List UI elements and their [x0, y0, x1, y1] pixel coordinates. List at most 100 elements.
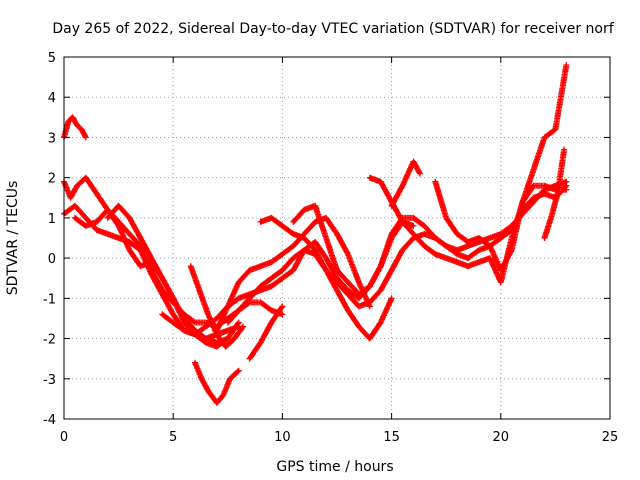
- series-track-12: [257, 214, 395, 342]
- data-point: [238, 281, 240, 283]
- data-point: [314, 241, 316, 243]
- data-point: [456, 233, 458, 235]
- data-point: [183, 317, 185, 320]
- data-point: [216, 333, 218, 336]
- data-point: [118, 205, 120, 207]
- data-point: [445, 245, 447, 247]
- data-point: [325, 217, 327, 219]
- data-point: [227, 337, 229, 340]
- data-point: [325, 237, 327, 239]
- data-point: [532, 197, 535, 199]
- data-point: [85, 217, 87, 219]
- data-point: [249, 297, 251, 299]
- data-point: [161, 277, 163, 279]
- y-tick-label: -3: [43, 373, 56, 388]
- data-point: [150, 273, 152, 275]
- y-tick-label: 0: [48, 252, 56, 267]
- data-point: [500, 237, 502, 239]
- data-point: [563, 148, 565, 151]
- data-point: [216, 402, 218, 404]
- x-tick-label: 10: [274, 430, 291, 445]
- y-tick-label: -4: [43, 413, 56, 428]
- data-point: [259, 265, 262, 267]
- data-point: [336, 233, 338, 235]
- data-point: [128, 233, 131, 235]
- data-point: [565, 185, 567, 187]
- data-point: [489, 237, 491, 239]
- series-track-16: [432, 62, 570, 274]
- y-tick-label: 1: [48, 212, 56, 227]
- data-point: [72, 116, 74, 118]
- x-axis-label: GPS time / hours: [276, 459, 393, 475]
- data-point: [69, 197, 72, 199]
- data-point: [478, 237, 480, 239]
- y-tick-label: 5: [48, 51, 56, 66]
- data-point: [249, 358, 251, 360]
- data-point: [172, 321, 174, 324]
- data-point: [67, 120, 69, 122]
- data-point: [543, 189, 546, 191]
- data-point: [478, 249, 480, 251]
- data-point: [118, 225, 120, 227]
- data-point: [347, 253, 349, 255]
- data-point: [205, 337, 207, 340]
- data-point: [161, 293, 163, 295]
- series-track-13: [290, 182, 570, 298]
- data-point: [314, 205, 316, 207]
- x-tick-label: 0: [60, 430, 68, 445]
- data-point: [292, 269, 294, 271]
- data-point: [401, 249, 404, 251]
- data-point: [225, 346, 227, 348]
- data-point: [347, 281, 349, 283]
- y-tick-label: 3: [48, 131, 56, 146]
- data-point: [358, 293, 360, 295]
- data-point: [207, 313, 209, 316]
- data-point: [401, 185, 404, 187]
- data-point: [500, 233, 502, 235]
- x-tick-label: 20: [493, 430, 510, 445]
- x-tick-label: 5: [169, 430, 177, 445]
- data-point: [556, 193, 559, 195]
- data-point: [489, 245, 491, 247]
- tick-layer: 0 5 10 15 20 25 -4 -3 -2 -1 0 1 2 3 4 5: [43, 51, 618, 445]
- data-point: [139, 245, 142, 247]
- series-track-7: [187, 263, 247, 350]
- data-point: [242, 325, 244, 328]
- data-point: [80, 128, 83, 130]
- data-point: [347, 293, 349, 295]
- y-tick-label: 2: [48, 172, 56, 187]
- data-point: [532, 185, 535, 187]
- data-point: [216, 329, 218, 332]
- data-point: [336, 281, 338, 283]
- data-point: [107, 209, 109, 211]
- data-point: [369, 305, 371, 307]
- data-point: [456, 253, 458, 255]
- data-point: [543, 193, 546, 195]
- y-tick-label: 4: [48, 91, 56, 106]
- data-point: [194, 362, 196, 364]
- data-point: [434, 181, 436, 183]
- data-point: [198, 289, 201, 291]
- data-point: [96, 193, 98, 195]
- data-point: [412, 160, 415, 163]
- data-point: [85, 225, 87, 227]
- data-point: [380, 289, 382, 291]
- data-point: [161, 313, 163, 316]
- data-point: [76, 124, 78, 126]
- data-point: [259, 341, 262, 344]
- data-point: [172, 313, 174, 316]
- data-point: [456, 249, 458, 251]
- data-point: [369, 177, 371, 179]
- data-point: [500, 269, 502, 271]
- data-point: [565, 64, 567, 66]
- data-point: [205, 325, 207, 328]
- data-point: [281, 313, 283, 316]
- data-point: [190, 265, 192, 267]
- data-point: [216, 346, 218, 348]
- data-point: [550, 217, 552, 219]
- data-point: [358, 297, 360, 299]
- data-point: [358, 305, 360, 307]
- data-point: [391, 297, 393, 299]
- data-point: [358, 325, 360, 328]
- data-point: [233, 337, 235, 340]
